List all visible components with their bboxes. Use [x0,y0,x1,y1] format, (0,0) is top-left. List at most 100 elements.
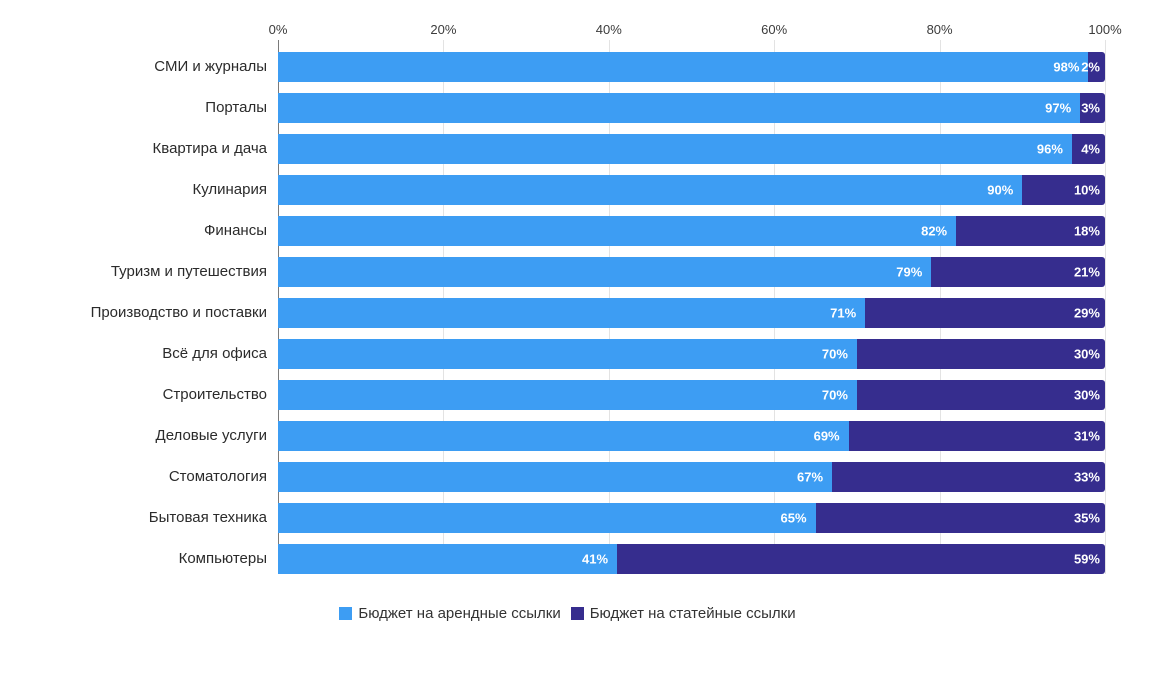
bar-value-label: 69% [813,428,840,443]
gridline [1105,40,1106,574]
bar-value-label: 29% [1073,305,1100,320]
legend: Бюджет на арендные ссылки Бюджет на стате… [30,605,1105,622]
bar-value-label: 33% [1073,469,1100,484]
bar-segment-rental-links[interactable]: 98% [278,51,1089,82]
stacked-bar-chart: 0% 20% 40% 60% 80% 100% СМИ и журналы 98% 2% Пор… [30,18,1122,622]
legend-item[interactable]: Бюджет на арендные ссылки [339,605,561,622]
axis-label-spacer [30,18,278,46]
bar-track: 90% 10% [278,174,1105,205]
bar-segment-rental-links[interactable]: 41% [278,543,618,574]
bar-value-label: 97% [1045,100,1072,115]
bar-value-label: 30% [1073,346,1100,361]
category-label: Стоматология [168,468,267,485]
x-axis-ticks: 0% 20% 40% 60% 80% 100% [269,18,1122,46]
x-axis-tick-label: 80% [926,22,953,37]
bar-track: 69% 31% [278,420,1105,451]
bar-segment-rental-links[interactable]: 70% [278,338,857,369]
bar-segment-article-links[interactable]: 30% [856,379,1105,410]
category-label: Туризм и путешествия [110,263,267,280]
bar-value-label: 21% [1073,264,1100,279]
bar-track: 70% 30% [278,379,1105,410]
chart-row: Деловые услуги 69% 31% [30,415,1105,456]
bar-segment-rental-links[interactable]: 96% [278,133,1072,164]
bar-segment-article-links[interactable]: 31% [848,420,1105,451]
bar-segment-article-links[interactable]: 2% [1081,51,1105,82]
bar-segment-article-links[interactable]: 10% [1022,174,1105,205]
bar-segment-rental-links[interactable]: 67% [278,461,833,492]
chart-row: Бытовая техника 65% 35% [30,497,1105,538]
legend-item[interactable]: Бюджет на статейные ссылки [570,605,796,622]
x-axis-tick-label: 40% [595,22,622,37]
bar-segment-rental-links[interactable]: 97% [278,92,1081,123]
category-label: Деловые услуги [155,427,267,444]
x-axis-tick-label: 20% [430,22,457,37]
chart-row: Производство и поставки 71% 29% [30,292,1105,333]
category-label: Компьютеры [178,550,267,567]
category-label: Всё для офиса [162,345,267,362]
chart-row: Порталы 97% 3% [30,87,1105,128]
bar-segment-rental-links[interactable]: 71% [278,297,866,328]
bar-value-label: 65% [780,510,807,525]
bar-value-label: 31% [1073,428,1100,443]
bar-value-label: 35% [1073,510,1100,525]
bar-segment-article-links[interactable]: 35% [815,502,1105,533]
bar-segment-article-links[interactable]: 29% [865,297,1105,328]
x-axis: 0% 20% 40% 60% 80% 100% [30,18,1122,46]
bar-segment-article-links[interactable]: 33% [832,461,1105,492]
bar-segment-rental-links[interactable]: 82% [278,215,957,246]
category-label: Бытовая техника [148,509,267,526]
bar-segment-rental-links[interactable]: 69% [278,420,849,451]
legend-label: Бюджет на статейные ссылки [589,605,796,622]
bar-value-label: 4% [1081,141,1100,156]
bar-value-label: 79% [896,264,923,279]
bar-segment-rental-links[interactable]: 65% [278,502,816,533]
bar-value-label: 96% [1036,141,1063,156]
x-axis-tick-label: 100% [1088,22,1122,37]
chart-row: Кулинария 90% 10% [30,169,1105,210]
chart-row: Компьютеры 41% 59% [30,538,1105,579]
bar-value-label: 30% [1073,387,1100,402]
chart-rows: СМИ и журналы 98% 2% Порталы 97% 3% Квартира и… [30,46,1105,579]
bar-value-label: 67% [797,469,824,484]
category-label: Строительство [162,386,267,403]
bar-segment-article-links[interactable]: 59% [617,543,1105,574]
chart-row: СМИ и журналы 98% 2% [30,46,1105,87]
bar-segment-rental-links[interactable]: 79% [278,256,932,287]
bar-segment-article-links[interactable]: 3% [1080,92,1105,123]
bar-track: 65% 35% [278,502,1105,533]
chart-row: Финансы 82% 18% [30,210,1105,251]
x-axis-tick-label: 60% [761,22,788,37]
bar-segment-rental-links[interactable]: 90% [278,174,1023,205]
legend-swatch-icon [570,607,584,620]
bar-segment-article-links[interactable]: 30% [856,338,1105,369]
bar-track: 41% 59% [278,543,1105,574]
bar-track: 79% 21% [278,256,1105,287]
bar-value-label: 98% [1053,59,1080,74]
bar-value-label: 82% [921,223,948,238]
bar-value-label: 41% [582,551,609,566]
bar-track: 82% 18% [278,215,1105,246]
category-label: Квартира и дача [152,140,267,157]
category-label: СМИ и журналы [154,58,267,75]
bar-value-label: 3% [1081,100,1100,115]
chart-row: Всё для офиса 70% 30% [30,333,1105,374]
bar-track: 67% 33% [278,461,1105,492]
plot-area: СМИ и журналы 98% 2% Порталы 97% 3% Квартира и… [30,40,1106,579]
bar-value-label: 59% [1073,551,1100,566]
legend-label: Бюджет на арендные ссылки [358,605,561,622]
category-label: Кулинария [192,181,267,198]
bar-value-label: 70% [821,346,848,361]
bar-track: 70% 30% [278,338,1105,369]
bar-segment-rental-links[interactable]: 70% [278,379,857,410]
bar-track: 71% 29% [278,297,1105,328]
bar-segment-article-links[interactable]: 18% [956,215,1105,246]
bar-segment-article-links[interactable]: 21% [931,256,1105,287]
bar-segment-article-links[interactable]: 4% [1071,133,1105,164]
chart-row: Квартира и дача 96% 4% [30,128,1105,169]
legend-swatch-icon [339,607,353,620]
bar-track: 96% 4% [278,133,1105,164]
bar-value-label: 70% [821,387,848,402]
bar-track: 97% 3% [278,92,1105,123]
category-label: Производство и поставки [90,304,267,321]
bar-value-label: 71% [830,305,857,320]
